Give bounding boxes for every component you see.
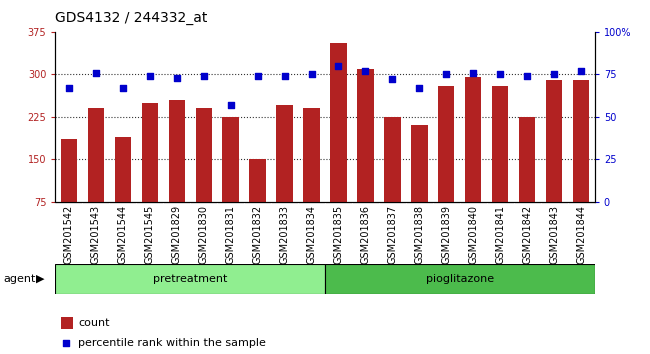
Text: GSM201545: GSM201545: [145, 205, 155, 264]
Text: GSM201542: GSM201542: [64, 205, 73, 264]
Text: pioglitazone: pioglitazone: [426, 274, 494, 284]
Point: [360, 68, 370, 74]
Text: GSM201833: GSM201833: [280, 205, 289, 264]
Point: [387, 76, 398, 82]
Text: GDS4132 / 244332_at: GDS4132 / 244332_at: [55, 11, 207, 25]
Bar: [196, 108, 212, 202]
Point: [468, 70, 478, 75]
Point: [172, 75, 182, 81]
Text: GSM201834: GSM201834: [307, 205, 317, 264]
Bar: [168, 100, 185, 202]
Bar: [114, 137, 131, 202]
Text: GSM201544: GSM201544: [118, 205, 127, 264]
Text: GSM201840: GSM201840: [469, 205, 478, 264]
Bar: [325, 264, 595, 294]
Point: [549, 72, 560, 77]
Point: [198, 73, 209, 79]
Text: GSM201844: GSM201844: [577, 205, 586, 264]
Bar: [304, 108, 320, 202]
Point: [61, 340, 72, 346]
Text: GSM201843: GSM201843: [549, 205, 559, 264]
Bar: [276, 105, 292, 202]
Text: GSM201839: GSM201839: [441, 205, 451, 264]
Bar: [55, 264, 325, 294]
Bar: [573, 80, 590, 202]
Text: GSM201829: GSM201829: [172, 205, 181, 264]
Bar: [438, 86, 454, 202]
Point: [144, 73, 155, 79]
Text: GSM201837: GSM201837: [387, 205, 397, 264]
Bar: [60, 139, 77, 202]
Bar: [411, 125, 428, 202]
Text: GSM201835: GSM201835: [333, 205, 343, 264]
Point: [280, 73, 290, 79]
Text: count: count: [78, 318, 109, 328]
Bar: [88, 108, 104, 202]
Point: [306, 72, 317, 77]
Bar: [492, 86, 508, 202]
Text: GSM201543: GSM201543: [91, 205, 101, 264]
Point: [252, 73, 263, 79]
Point: [441, 72, 452, 77]
Text: agent: agent: [3, 274, 36, 284]
Text: GSM201842: GSM201842: [523, 205, 532, 264]
Text: GSM201830: GSM201830: [199, 205, 209, 264]
Text: ▶: ▶: [36, 274, 44, 284]
Bar: [222, 117, 239, 202]
Bar: [384, 117, 400, 202]
Bar: [142, 103, 158, 202]
Text: GSM201832: GSM201832: [253, 205, 263, 264]
Point: [522, 73, 532, 79]
Point: [333, 63, 344, 69]
Text: GSM201841: GSM201841: [495, 205, 505, 264]
Text: pretreatment: pretreatment: [153, 274, 228, 284]
Bar: [519, 117, 536, 202]
Point: [118, 85, 128, 91]
Point: [226, 102, 236, 108]
Point: [414, 85, 424, 91]
Text: GSM201831: GSM201831: [226, 205, 235, 264]
Bar: [546, 80, 562, 202]
Point: [576, 68, 586, 74]
Bar: [358, 69, 374, 202]
Point: [90, 70, 101, 75]
Text: GSM201838: GSM201838: [415, 205, 424, 264]
Text: percentile rank within the sample: percentile rank within the sample: [78, 338, 266, 348]
Bar: [250, 159, 266, 202]
Bar: [465, 77, 482, 202]
Bar: [60, 317, 73, 329]
Point: [64, 85, 74, 91]
Bar: [330, 43, 346, 202]
Point: [495, 72, 506, 77]
Text: GSM201836: GSM201836: [361, 205, 370, 264]
